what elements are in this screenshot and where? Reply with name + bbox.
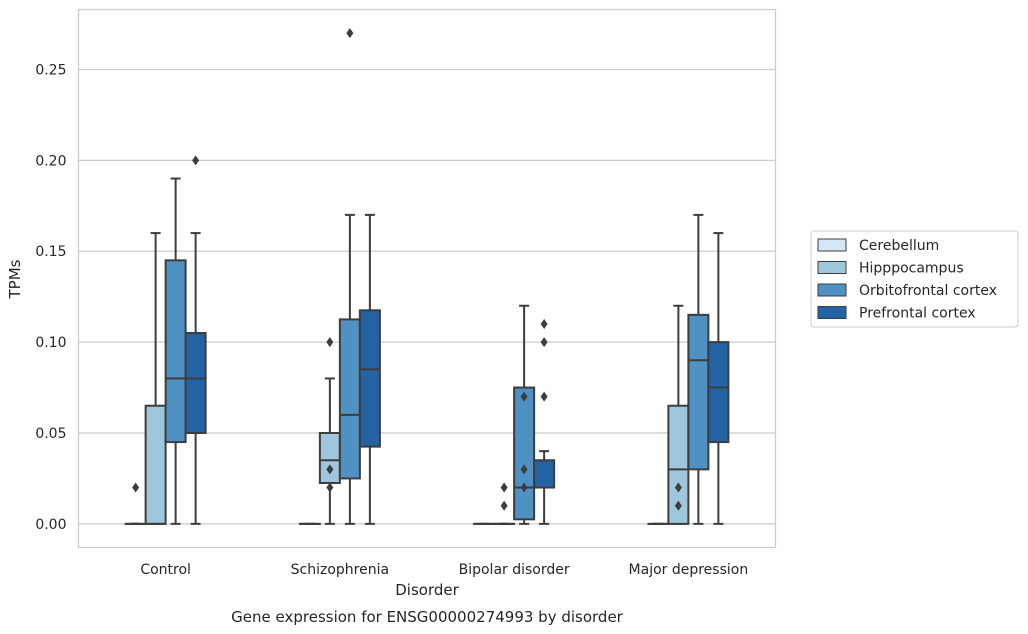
outlier-point: [520, 391, 528, 402]
legend-swatch: [817, 306, 847, 319]
x-tick-label: Major depression: [629, 562, 749, 578]
boxes: [124, 28, 730, 525]
box-3-3: [707, 232, 730, 525]
legend-swatch: [817, 261, 847, 274]
outlier-point: [540, 391, 548, 402]
box-2-0: [164, 177, 187, 525]
box-3-1: [358, 213, 381, 525]
outlier-point: [540, 318, 548, 329]
x-tick-label: Bipolar disorder: [459, 562, 570, 578]
box-3-2: [533, 318, 556, 525]
box-3-0: [184, 155, 207, 525]
outlier-point: [540, 337, 548, 348]
y-tick-label: 0.20: [35, 153, 66, 169]
box-1-2: [493, 482, 516, 525]
outlier-point: [520, 482, 528, 493]
outlier-point: [520, 464, 528, 475]
y-axis-label: TPMs: [6, 259, 24, 299]
outlier-point: [674, 482, 682, 493]
outlier-point: [500, 500, 508, 511]
box-body: [533, 459, 556, 489]
legend-frame: [810, 230, 1019, 328]
chart-caption: Gene expression for ENSG00000274993 by d…: [231, 608, 624, 626]
outlier-point: [326, 482, 334, 493]
x-tick-label: Control: [140, 562, 191, 578]
y-tick-label: 0.10: [35, 335, 66, 351]
box-body: [358, 309, 381, 448]
legend-label: Orbitofrontal cortex: [859, 283, 997, 299]
x-axis-ticks: Control Schizophrenia Bipolar disorder Majo…: [140, 562, 748, 578]
legend-swatch: [817, 283, 847, 297]
outlier-point: [674, 500, 682, 511]
x-tick-label: Schizophrenia: [291, 562, 389, 578]
box-body: [318, 431, 341, 484]
box-2-2: [513, 304, 536, 525]
box-body: [513, 386, 536, 521]
legend-swatch: [817, 238, 847, 252]
box-body: [687, 313, 710, 471]
legend-label: Cerebellum: [859, 238, 939, 254]
box-body: [144, 404, 167, 525]
y-tick-label: 0.05: [35, 426, 66, 442]
x-axis-label: Disorder: [395, 581, 459, 599]
outlier-point: [346, 28, 354, 39]
box-2-1: [338, 28, 361, 525]
outlier-point: [326, 464, 334, 475]
box-2-3: [687, 213, 710, 525]
outlier-point: [500, 482, 508, 493]
box-1-1: [318, 337, 341, 525]
legend-label: Hipppocampus: [859, 261, 964, 277]
plot-frame: [77, 8, 777, 549]
box-body: [707, 341, 730, 444]
y-tick-label: 0.15: [35, 244, 66, 260]
outlier-point: [326, 337, 334, 348]
box-1-0: [144, 232, 167, 525]
box-1-3: [667, 304, 690, 525]
y-tick-label: 0.00: [35, 517, 66, 533]
box-body: [338, 318, 361, 480]
box-body: [184, 332, 207, 434]
legend-label: Prefrontal cortex: [859, 306, 976, 322]
outlier-point: [192, 155, 200, 166]
legend: Cerebellum Hipppocampus Orbitofrontal cort…: [810, 230, 1019, 328]
y-tick-label: 0.25: [35, 62, 66, 78]
box-0-0: [124, 482, 147, 525]
outlier-point: [132, 482, 140, 493]
box-body: [164, 259, 187, 444]
y-axis-ticks: 0.00 0.05 0.10 0.15 0.20 0.25: [35, 62, 66, 532]
